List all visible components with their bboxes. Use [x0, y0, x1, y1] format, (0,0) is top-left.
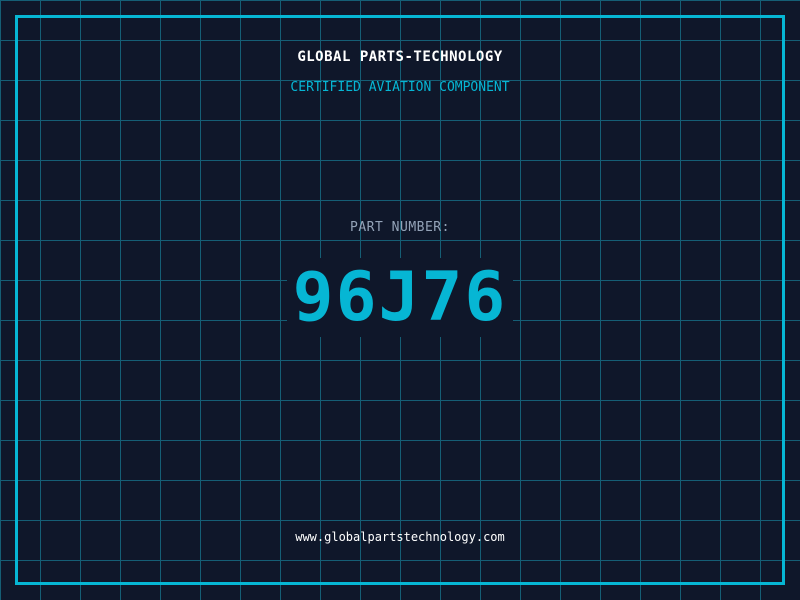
part-number: 96J76 — [286, 258, 514, 337]
company-title: GLOBAL PARTS-TECHNOLOGY — [297, 49, 503, 65]
part-number-label: PART NUMBER: — [350, 220, 450, 235]
website-url: www.globalpartstechnology.com — [295, 530, 505, 544]
border-frame — [15, 15, 785, 585]
subtitle: CERTIFIED AVIATION COMPONENT — [290, 80, 510, 95]
part-number-container: 96J76 — [0, 258, 800, 338]
